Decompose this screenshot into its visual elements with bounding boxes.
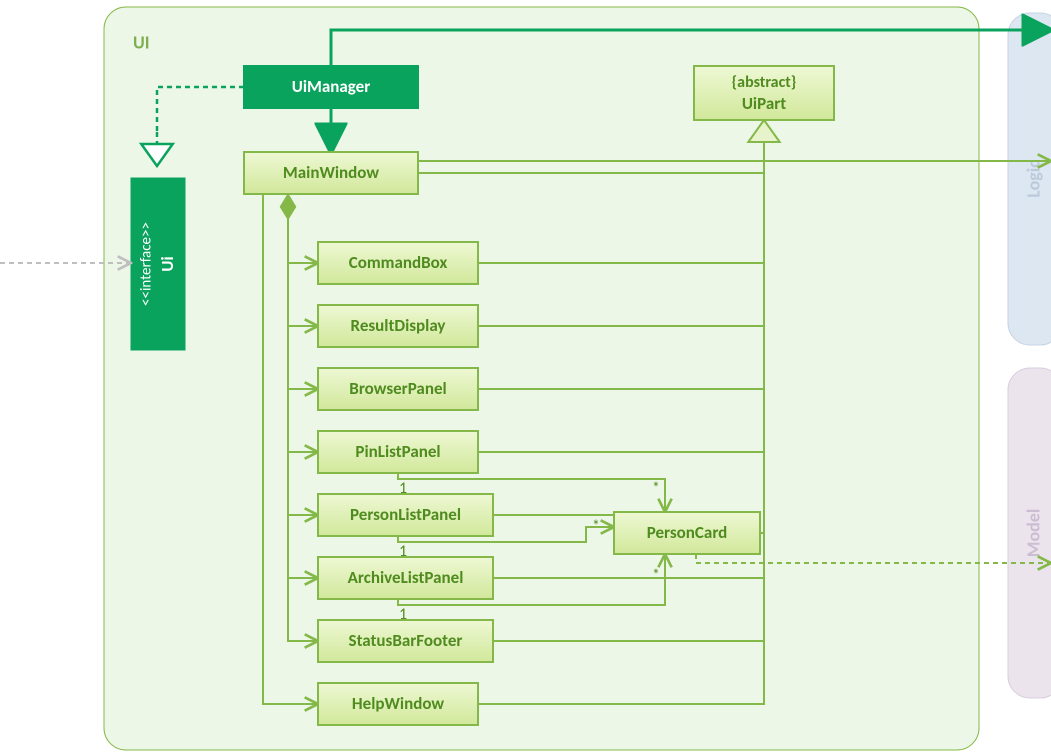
node-PersonListPanel-label: PersonListPanel — [350, 504, 461, 525]
interface-stereotype: <<interface>> — [138, 222, 156, 306]
multiplicity-4: * — [592, 517, 600, 536]
node-UiPart-label: UiPart — [742, 93, 786, 114]
package-label: UI — [133, 31, 150, 53]
external-model-label: Model — [1022, 509, 1044, 558]
node-StatusBarFooter-label: StatusBarFooter — [349, 630, 463, 651]
node-MainWindow-label: MainWindow — [283, 162, 379, 183]
node-PersonCard-label: PersonCard — [647, 522, 728, 543]
node-ArchiveListPanel-label: ArchiveListPanel — [348, 567, 464, 588]
external-logic-label: Logic — [1022, 160, 1044, 198]
multiplicity-5: * — [652, 566, 660, 585]
package-ui — [104, 7, 979, 750]
node-BrowserPanel-label: BrowserPanel — [349, 378, 446, 399]
node-HelpWindow-label: HelpWindow — [352, 693, 445, 714]
multiplicity-3: * — [652, 479, 660, 498]
node-CommandBox-label: CommandBox — [349, 252, 448, 273]
multiplicity-1: 1 — [399, 542, 407, 561]
multiplicity-0: 1 — [399, 479, 407, 498]
node-PinListPanel-label: PinListPanel — [355, 441, 440, 462]
multiplicity-2: 1 — [399, 605, 407, 624]
node-UiManager-label: UiManager — [292, 76, 371, 97]
interface-name: Ui — [157, 256, 178, 271]
node-UiPart-stereo: {abstract} — [732, 73, 797, 92]
node-ResultDisplay-label: ResultDisplay — [351, 315, 446, 336]
